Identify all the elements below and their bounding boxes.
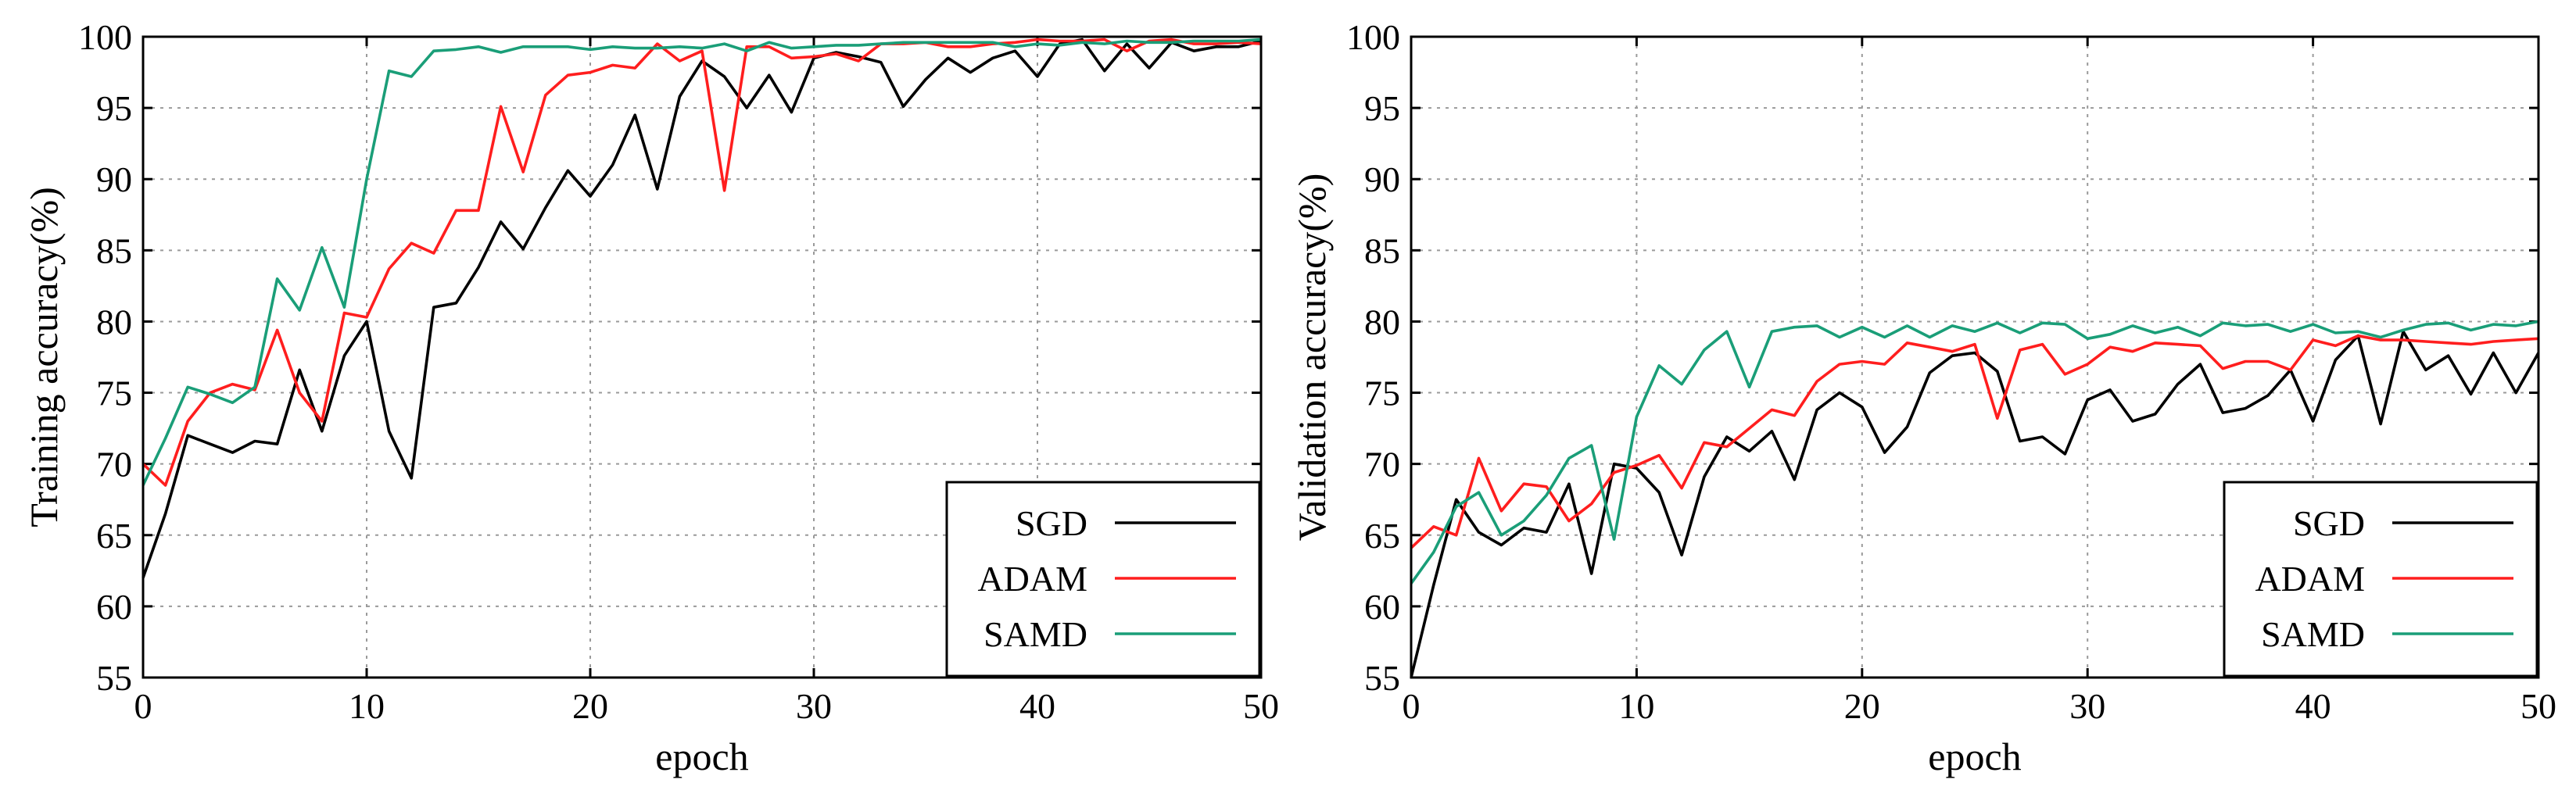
x-tick-label: 0 [134, 686, 152, 726]
y-tick-label: 75 [1364, 374, 1400, 413]
series-line-samd [142, 38, 1262, 486]
y-tick-label: 75 [96, 374, 132, 413]
series-line-adam [142, 38, 1262, 487]
ticks: 0 10 20 30 40 50 55 60 65 70 75 80 85 90 95 100 [78, 17, 1279, 726]
y-tick-label: 70 [1364, 445, 1400, 485]
y-tick-label: 90 [1364, 159, 1400, 199]
y-tick-label: 65 [1364, 516, 1400, 556]
x-tick-label: 0 [1403, 686, 1421, 726]
y-axis-title: Validation accuracy(%) [1290, 173, 1334, 542]
x-tick-label: 40 [1019, 686, 1055, 726]
y-tick-label: 65 [96, 516, 132, 556]
y-axis-title: Training accuracy(%) [22, 187, 66, 527]
legend: SGD ADAM SAMD [945, 481, 1261, 678]
series-line-adam [1410, 334, 2539, 549]
y-tick-label: 70 [96, 445, 132, 485]
x-tick-label: 20 [572, 686, 608, 726]
y-tick-label: 60 [1364, 587, 1400, 627]
x-tick-label: 20 [1844, 686, 1880, 726]
legend: SGD ADAM SAMD [2223, 481, 2538, 678]
x-tick-label: 10 [349, 686, 385, 726]
plot-frame [142, 35, 1263, 679]
x-tick-label: 40 [2295, 686, 2331, 726]
series-line-sgd [1410, 330, 2540, 678]
legend-label-adam: ADAM [2255, 559, 2365, 599]
series-group [1410, 320, 2540, 678]
y-tick-label: 80 [96, 302, 132, 341]
x-tick-label: 50 [1243, 686, 1279, 726]
chart-panel-2: 0 10 20 30 40 50 55 60 65 70 75 80 85 90 95 100 epoch Val… [1290, 17, 2556, 778]
x-tick-label: 30 [2069, 686, 2105, 726]
y-tick-label: 90 [96, 159, 132, 199]
y-tick-label: 55 [96, 658, 132, 698]
y-tick-label: 100 [78, 17, 132, 57]
legend-label-sgd: SGD [1016, 503, 1087, 543]
x-tick-label: 10 [1618, 686, 1654, 726]
legend-label-sgd: SGD [2293, 503, 2365, 543]
y-tick-label: 85 [1364, 231, 1400, 270]
y-tick-label: 60 [96, 587, 132, 627]
x-axis-title: epoch [655, 735, 748, 778]
series-line-samd [1410, 320, 2539, 585]
x-tick-label: 50 [2520, 686, 2556, 726]
y-tick-label: 95 [1364, 88, 1400, 128]
legend-label-samd: SAMD [983, 614, 1087, 654]
chart-panel-1: 0 10 20 30 40 50 55 60 65 70 75 80 85 90 95 100 epoch Tra… [22, 17, 1279, 778]
y-tick-label: 85 [96, 231, 132, 270]
plot-frame [1410, 35, 2540, 679]
legend-label-adam: ADAM [977, 559, 1087, 599]
y-tick-label: 80 [1364, 302, 1400, 341]
y-tick-label: 95 [96, 88, 132, 128]
y-tick-label: 100 [1346, 17, 1400, 57]
y-tick-label: 55 [1364, 658, 1400, 698]
series-group [142, 38, 1262, 578]
x-tick-label: 30 [796, 686, 832, 726]
legend-label-samd: SAMD [2261, 614, 2365, 654]
x-axis-title: epoch [1928, 735, 2021, 778]
